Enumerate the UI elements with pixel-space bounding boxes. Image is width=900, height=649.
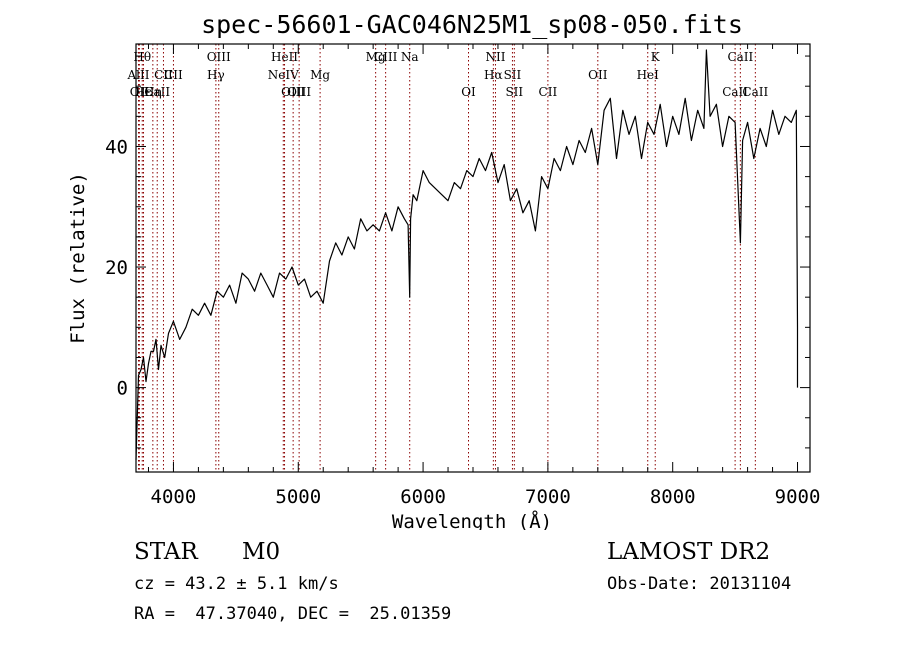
spectrum-line-0 (135, 49, 799, 460)
x-tick-label-4: 8000 (650, 486, 696, 508)
marker-label-2: OII (130, 85, 150, 99)
emission-line-markers: HθAlIIOIIHεHηCaIICIICIIOIIIHγHeIINeIVOII… (127, 44, 768, 472)
spectrum-chart: spec-56601-GAC046N25M1_sp08-050.fits Hθ A… (67, 10, 820, 530)
marker-label-7: CII (164, 68, 183, 82)
chart-title: spec-56601-GAC046N25M1_sp08-050.fits (201, 10, 743, 39)
survey-name: LAMOST DR2 (607, 539, 771, 565)
marker-label-18: OI (461, 85, 476, 99)
observation-date: Obs-Date: 20131104 (607, 574, 792, 594)
y-tick-label-1: 20 (105, 257, 128, 279)
marker-label-11: NeIV (268, 68, 299, 82)
marker-label-25: K (651, 50, 661, 64)
marker-label-23: CII (539, 85, 558, 99)
marker-label-3: Hε (135, 85, 152, 99)
marker-label-8: OIII (207, 50, 231, 64)
sky-coordinates: RA = 47.37040, DEC = 25.01359 (134, 604, 452, 624)
x-axis-label: Wavelength (Å) (392, 510, 552, 530)
spectrum-series (135, 49, 799, 460)
marker-label-21: SII (504, 68, 522, 82)
x-tick-label-5: 9000 (775, 486, 821, 508)
marker-label-6: CII (154, 68, 173, 82)
marker-label-20: Hα (484, 68, 503, 82)
marker-label-17: Na (401, 50, 419, 64)
marker-label-28: CaII (722, 85, 748, 99)
marker-label-22: SII (505, 85, 523, 99)
marker-label-1: AlII (127, 68, 150, 82)
marker-label-15: Mg (366, 50, 386, 64)
marker-label-5: CaII (144, 85, 170, 99)
marker-label-24: OII (588, 68, 608, 82)
marker-label-0: Hθ (133, 50, 151, 64)
marker-label-10: HeII (271, 50, 298, 64)
x-tick-label-1: 5000 (275, 486, 321, 508)
x-tick-label-0: 4000 (151, 486, 197, 508)
marker-label-26: HeI (637, 68, 660, 82)
marker-label-9: Hγ (207, 68, 225, 82)
x-tick-label-3: 7000 (525, 486, 571, 508)
object-class: STAR (134, 539, 198, 565)
marker-label-29: CaII (742, 85, 768, 99)
marker-label-19: NII (485, 50, 505, 64)
plot-frame (135, 43, 811, 473)
x-tick-label-2: 6000 (400, 486, 446, 508)
marker-label-14: Mg (310, 68, 330, 82)
marker-label-13: OIII (287, 85, 311, 99)
y-tick-label-2: 40 (105, 136, 128, 158)
axis-ticks: 4000 5000 6000 7000 8000 9000 0 20 40 (105, 44, 820, 508)
object-subclass: M0 (242, 539, 281, 565)
marker-label-27: CaII (727, 50, 753, 64)
y-tick-label-0: 0 (117, 378, 128, 400)
marker-label-16: CIII (374, 50, 398, 64)
redshift-value: cz = 43.2 ± 5.1 km/s (134, 574, 339, 594)
y-axis-label: Flux (relative) (67, 172, 89, 344)
